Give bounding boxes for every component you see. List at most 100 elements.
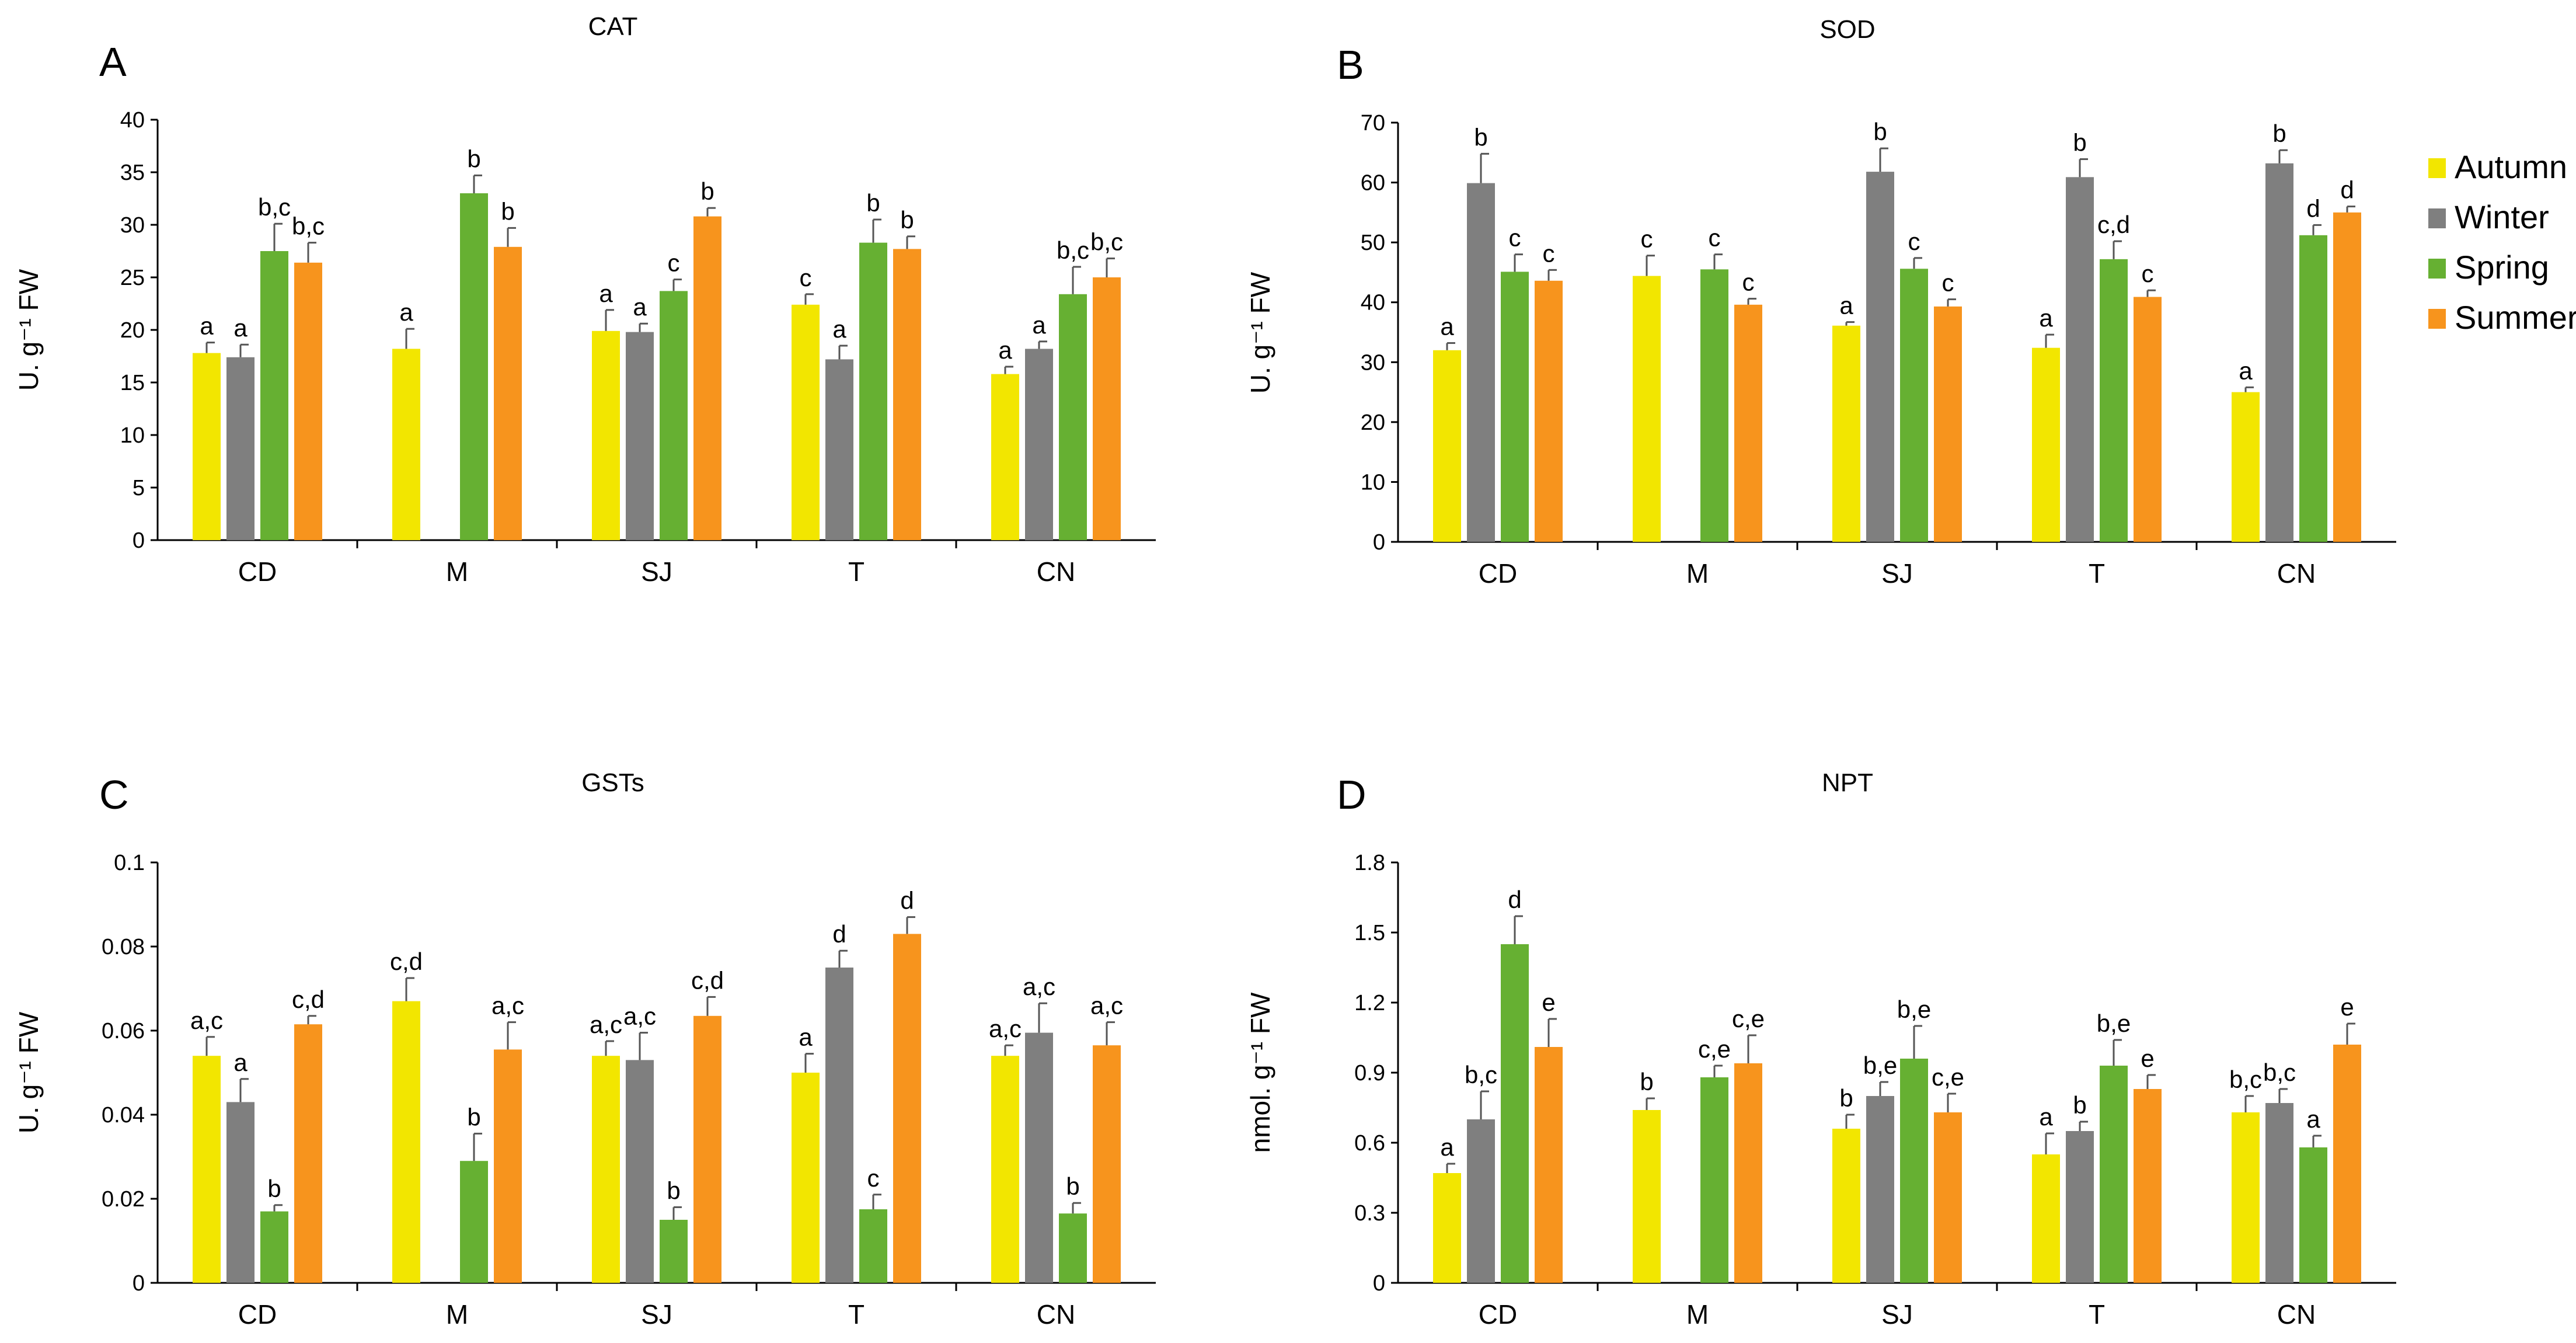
y-tick-label: 1.2	[1354, 991, 1385, 1015]
bar-summer	[2333, 212, 2361, 542]
significance-label: a,c	[1023, 973, 1055, 1000]
bar-autumn	[392, 1001, 420, 1283]
significance-label: b,e	[1897, 996, 1931, 1023]
panel-letter: D	[1337, 772, 1367, 817]
bar-autumn	[1832, 1129, 1860, 1283]
significance-label: b	[700, 178, 714, 205]
bar-spring	[260, 1211, 288, 1283]
y-tick-label: 35	[120, 161, 145, 185]
x-category-label: CN	[1037, 1299, 1075, 1330]
x-category-label: CN	[1037, 556, 1075, 587]
x-category-label: CD	[238, 1299, 277, 1330]
bar-autumn	[592, 1056, 620, 1283]
chart-title: CAT	[588, 12, 638, 41]
y-tick-label: 1.5	[1354, 921, 1385, 945]
significance-label: b	[1640, 1068, 1653, 1095]
significance-label: c,d	[2097, 211, 2130, 238]
y-tick-label: 10	[1361, 470, 1385, 495]
bar-autumn	[991, 374, 1019, 540]
bar-spring	[2100, 259, 2128, 542]
y-tick-label: 0	[133, 528, 145, 553]
bar-summer	[1734, 1063, 1762, 1283]
y-tick-label: 25	[120, 266, 145, 290]
y-tick-label: 40	[1361, 291, 1385, 315]
significance-label: a	[1839, 292, 1853, 319]
bar-autumn	[1633, 1110, 1661, 1283]
x-category-label: CD	[1479, 1299, 1517, 1330]
significance-label: e	[1542, 989, 1555, 1016]
significance-label: c,e	[1732, 1005, 1765, 1032]
bar-winter	[1866, 172, 1894, 542]
significance-label: a	[200, 312, 214, 340]
legend: Autumn Winter Spring Summer	[2428, 148, 2576, 336]
y-tick-label: 15	[120, 371, 145, 395]
bar-autumn	[991, 1056, 1019, 1283]
y-tick-label: 50	[1361, 231, 1385, 255]
significance-label: c	[1942, 269, 1954, 297]
significance-label: b	[1474, 123, 1487, 151]
x-category-label: CD	[238, 556, 277, 587]
y-tick-label: 1.8	[1354, 851, 1385, 875]
significance-label: c	[867, 1164, 880, 1192]
bar-spring	[1900, 269, 1928, 542]
significance-label: a	[1032, 311, 1046, 339]
panel-letter: B	[1337, 42, 1364, 88]
significance-label: a	[1440, 312, 1454, 340]
significance-label: b	[667, 1177, 680, 1204]
bar-spring	[2299, 235, 2327, 542]
significance-label: c	[1908, 228, 1920, 255]
bar-spring	[1700, 1077, 1728, 1283]
bar-summer	[2134, 1089, 2162, 1283]
y-tick-label: 0.3	[1354, 1201, 1385, 1226]
bar-autumn	[792, 304, 820, 540]
significance-label: a	[832, 315, 846, 343]
significance-label: d	[2340, 176, 2354, 204]
legend-swatch-winter	[2428, 208, 2446, 228]
y-tick-label: 0.06	[102, 1019, 145, 1043]
significance-label: a,c	[190, 1007, 223, 1034]
bar-winter	[226, 357, 255, 540]
bar-spring	[1900, 1059, 1928, 1283]
bar-winter	[2265, 163, 2293, 542]
bar-summer	[494, 246, 522, 540]
significance-label: a,c	[623, 1003, 656, 1030]
y-tick-label: 0	[133, 1271, 145, 1296]
bar-summer	[294, 1024, 322, 1283]
x-category-label: T	[848, 1299, 865, 1330]
bar-autumn	[193, 1056, 221, 1283]
significance-label: c	[668, 249, 680, 277]
bar-winter	[1025, 349, 1053, 540]
y-tick-label: 10	[120, 423, 145, 448]
bar-spring	[1501, 272, 1529, 542]
chart-title: NPT	[1822, 768, 1873, 797]
significance-label: a	[233, 1049, 248, 1076]
bar-summer	[1535, 1047, 1563, 1283]
bar-winter	[1025, 1032, 1053, 1283]
bar-spring	[1501, 944, 1529, 1283]
significance-label: e	[2340, 993, 2354, 1021]
significance-label: a	[799, 1024, 813, 1051]
significance-label: b	[267, 1175, 281, 1202]
bar-summer	[294, 262, 322, 540]
panel-letter: A	[99, 39, 127, 85]
significance-label: b,c	[258, 193, 291, 221]
significance-label: b	[1873, 118, 1887, 145]
y-tick-label: 0.08	[102, 935, 145, 959]
bar-spring	[859, 1209, 887, 1283]
x-category-label: CD	[1479, 558, 1517, 589]
significance-label: c,e	[1932, 1063, 1964, 1091]
bar-winter	[2066, 1131, 2094, 1283]
significance-label: c,e	[1698, 1035, 1731, 1063]
panel-letter: C	[99, 772, 129, 817]
bar-spring	[260, 251, 288, 540]
y-tick-label: 20	[1361, 410, 1385, 435]
x-category-label: M	[446, 556, 468, 587]
x-category-label: T	[2089, 558, 2105, 589]
significance-label: a	[2239, 357, 2253, 384]
bar-spring	[859, 242, 887, 540]
y-tick-label: 0.9	[1354, 1061, 1385, 1085]
significance-label: a	[233, 314, 248, 342]
significance-label: c	[1709, 224, 1721, 252]
